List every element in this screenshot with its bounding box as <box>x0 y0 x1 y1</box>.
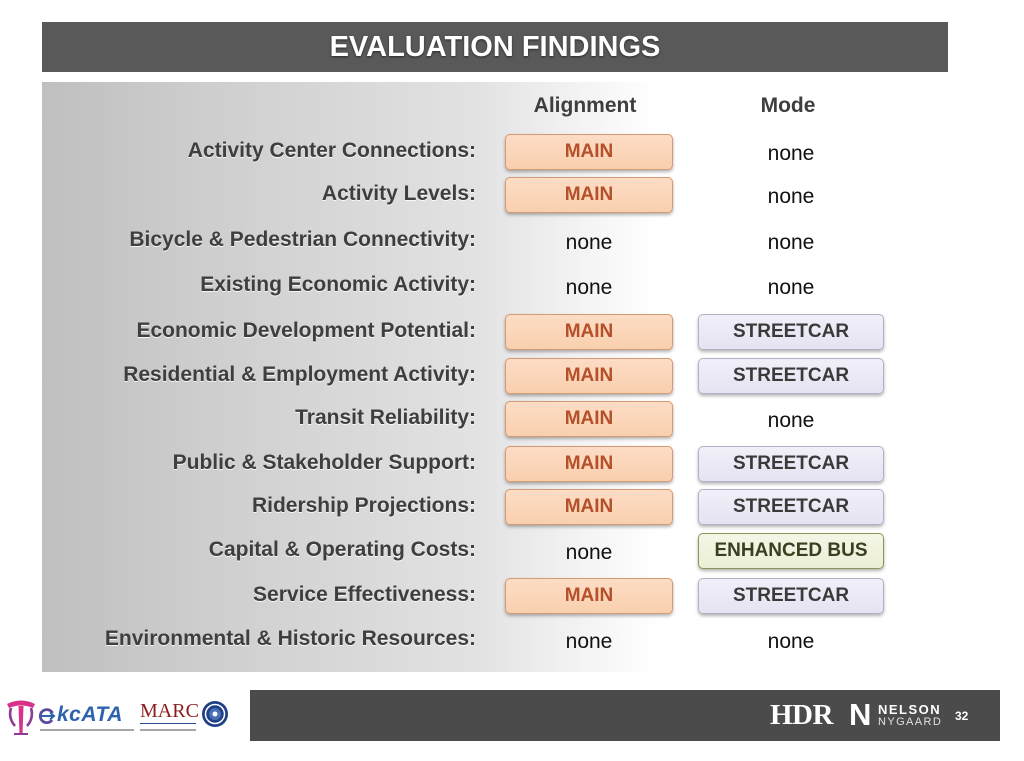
mode-cell: ENHANCED BUS <box>698 533 884 569</box>
mode-column-header: Mode <box>760 94 816 117</box>
mode-cell: STREETCAR <box>698 489 884 525</box>
criterion-label: Ridership Projections: <box>251 494 476 517</box>
nelson-nygaard-mark: N <box>849 697 872 732</box>
alignment-cell: MAIN <box>505 401 673 437</box>
table-row: Public & Stakeholder Support: MAIN STREE… <box>0 446 1024 482</box>
marc-underline <box>140 723 196 724</box>
kc-streetcar-logo-icon <box>7 700 35 735</box>
marc-seal-icon <box>202 701 228 727</box>
kcata-subtitle-line <box>40 729 134 731</box>
alignment-cell: none <box>565 276 613 299</box>
alignment-cell: none <box>565 541 613 564</box>
table-row: Ridership Projections: MAIN STREETCAR <box>0 489 1024 525</box>
mode-cell: STREETCAR <box>698 314 884 350</box>
footer-band <box>250 690 1000 741</box>
title-bar: EVALUATION FINDINGS <box>42 22 948 72</box>
marc-logo: MARC <box>140 700 199 722</box>
nelson-logo-line2: NYGAARD <box>878 716 943 728</box>
criterion-label: Residential & Employment Activity: <box>123 363 476 386</box>
table-row: Activity Levels: MAIN none <box>0 177 1024 213</box>
alignment-cell: MAIN <box>505 177 673 213</box>
hdr-logo: HDR <box>770 699 833 731</box>
slide-title: EVALUATION FINDINGS <box>329 30 661 63</box>
criterion-label: Public & Stakeholder Support: <box>172 451 476 474</box>
mode-cell: STREETCAR <box>698 578 884 614</box>
table-row: Environmental & Historic Resources: none… <box>0 622 1024 658</box>
criterion-label: Existing Economic Activity: <box>200 273 476 296</box>
kcata-logo: kcATA <box>57 703 123 726</box>
marc-subtitle-line <box>140 729 196 731</box>
page-number: 32 <box>955 709 969 723</box>
table-row: Activity Center Connections: MAIN none <box>0 134 1024 170</box>
alignment-cell: none <box>565 630 613 653</box>
mode-cell: none <box>767 276 815 299</box>
alignment-column-header: Alignment <box>533 94 637 117</box>
alignment-cell: MAIN <box>505 134 673 170</box>
mode-cell: none <box>767 409 815 432</box>
mode-cell: none <box>767 630 815 653</box>
table-row: Service Effectiveness: MAIN STREETCAR <box>0 578 1024 614</box>
criterion-label: Transit Reliability: <box>295 406 476 429</box>
table-row: Capital & Operating Costs: none ENHANCED… <box>0 533 1024 569</box>
nelson-logo-line1: NELSON <box>878 702 942 717</box>
mode-cell: none <box>767 185 815 208</box>
mode-cell: none <box>767 231 815 254</box>
alignment-cell: MAIN <box>505 446 673 482</box>
table-row: Residential & Employment Activity: MAIN … <box>0 358 1024 394</box>
alignment-cell: none <box>565 231 613 254</box>
criterion-label: Activity Levels: <box>321 182 476 205</box>
alignment-cell: MAIN <box>505 578 673 614</box>
mode-cell: STREETCAR <box>698 358 884 394</box>
kcata-arrow-icon <box>38 708 56 724</box>
criterion-label: Capital & Operating Costs: <box>208 538 476 561</box>
mode-cell: STREETCAR <box>698 446 884 482</box>
table-row: Existing Economic Activity: none none <box>0 268 1024 304</box>
table-row: Economic Development Potential: MAIN STR… <box>0 314 1024 350</box>
criterion-label: Service Effectiveness: <box>253 583 476 606</box>
criterion-label: Environmental & Historic Resources: <box>104 627 476 650</box>
alignment-cell: MAIN <box>505 489 673 525</box>
mode-cell: none <box>767 142 815 165</box>
alignment-cell: MAIN <box>505 314 673 350</box>
table-row: Bicycle & Pedestrian Connectivity: none … <box>0 223 1024 259</box>
criterion-label: Bicycle & Pedestrian Connectivity: <box>129 228 476 251</box>
alignment-cell: MAIN <box>505 358 673 394</box>
criterion-label: Economic Development Potential: <box>136 319 476 342</box>
criterion-label: Activity Center Connections: <box>187 139 476 162</box>
table-row: Transit Reliability: MAIN none <box>0 401 1024 437</box>
